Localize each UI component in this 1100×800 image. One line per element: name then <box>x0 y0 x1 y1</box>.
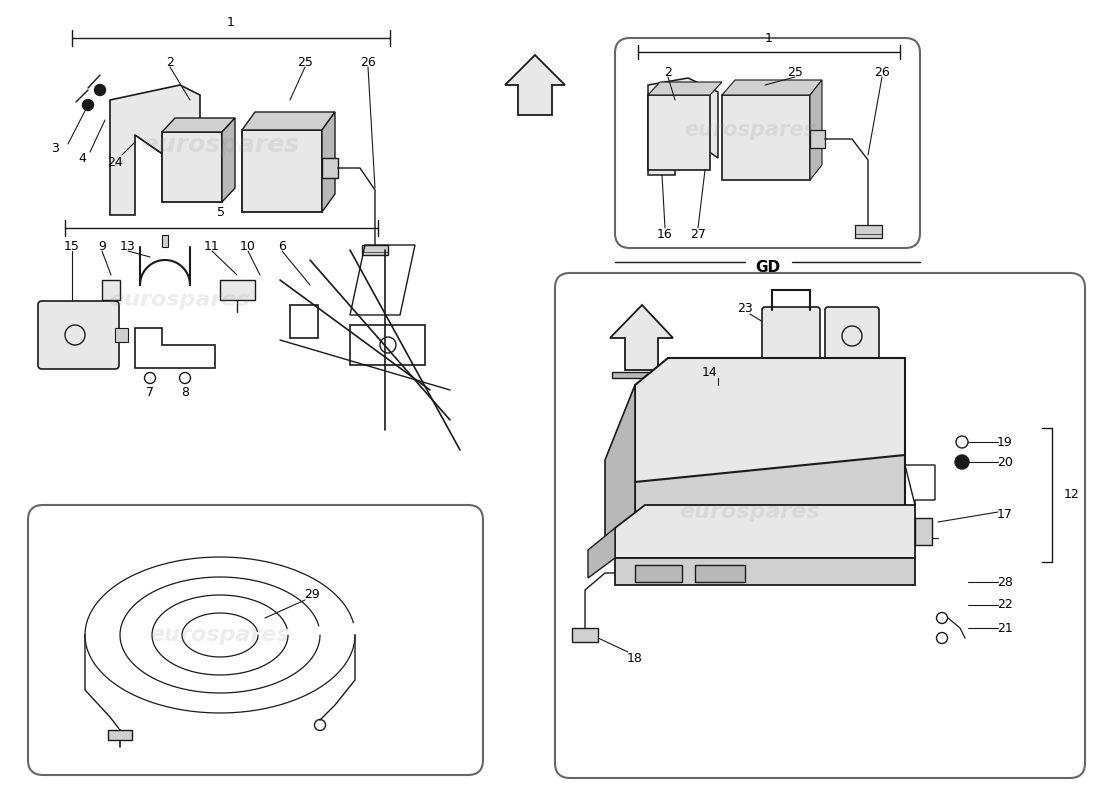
Polygon shape <box>572 628 598 642</box>
Text: 5: 5 <box>218 206 226 219</box>
Polygon shape <box>810 80 822 180</box>
FancyBboxPatch shape <box>762 307 820 368</box>
Polygon shape <box>605 385 635 552</box>
FancyBboxPatch shape <box>825 307 879 365</box>
Text: 15: 15 <box>64 239 80 253</box>
Polygon shape <box>588 528 615 578</box>
Text: eurospares: eurospares <box>110 290 251 310</box>
Polygon shape <box>648 95 710 170</box>
Text: 24: 24 <box>107 155 123 169</box>
Text: 19: 19 <box>997 435 1013 449</box>
Text: 14: 14 <box>702 366 718 378</box>
Text: 18: 18 <box>627 651 642 665</box>
Text: 10: 10 <box>240 239 256 253</box>
Polygon shape <box>722 80 822 95</box>
Polygon shape <box>108 730 132 740</box>
Text: eurospares: eurospares <box>684 120 816 140</box>
Polygon shape <box>220 280 255 300</box>
Text: 2: 2 <box>664 66 672 78</box>
Text: 3: 3 <box>51 142 59 154</box>
Text: GD: GD <box>756 259 781 274</box>
Polygon shape <box>162 235 168 247</box>
FancyBboxPatch shape <box>39 301 119 369</box>
Text: 22: 22 <box>997 598 1013 611</box>
Bar <box>648 118 658 132</box>
Polygon shape <box>505 55 565 115</box>
Polygon shape <box>635 358 905 482</box>
Polygon shape <box>615 505 915 558</box>
Text: 11: 11 <box>205 239 220 253</box>
Polygon shape <box>695 565 745 582</box>
Circle shape <box>82 99 94 110</box>
Text: 1: 1 <box>227 17 235 30</box>
Polygon shape <box>612 372 658 378</box>
Polygon shape <box>162 132 222 202</box>
Polygon shape <box>222 118 235 202</box>
Polygon shape <box>362 245 388 255</box>
Polygon shape <box>855 225 882 238</box>
Text: 26: 26 <box>874 66 890 78</box>
Circle shape <box>955 455 969 469</box>
Bar <box>162 171 172 184</box>
Circle shape <box>95 85 106 95</box>
Text: 28: 28 <box>997 575 1013 589</box>
Text: 13: 13 <box>120 239 136 253</box>
Text: 1: 1 <box>766 31 773 45</box>
Polygon shape <box>110 85 200 215</box>
Text: 21: 21 <box>997 622 1013 634</box>
Text: 25: 25 <box>788 66 803 78</box>
Text: 26: 26 <box>360 55 376 69</box>
Polygon shape <box>635 565 682 582</box>
Polygon shape <box>322 112 335 212</box>
Polygon shape <box>635 455 905 528</box>
Polygon shape <box>610 305 673 370</box>
Polygon shape <box>242 130 322 212</box>
Polygon shape <box>162 118 235 132</box>
Text: 9: 9 <box>98 239 106 253</box>
Bar <box>648 138 658 152</box>
Text: eurospares: eurospares <box>141 133 299 157</box>
Text: 25: 25 <box>297 55 312 69</box>
Text: 12: 12 <box>1064 489 1080 502</box>
Polygon shape <box>648 82 722 95</box>
Text: eurospares: eurospares <box>680 502 821 522</box>
Text: 16: 16 <box>657 229 673 242</box>
Text: 27: 27 <box>690 229 706 242</box>
Text: 7: 7 <box>146 386 154 398</box>
Polygon shape <box>615 558 915 585</box>
Text: 17: 17 <box>997 509 1013 522</box>
Text: 8: 8 <box>182 386 189 398</box>
Polygon shape <box>810 130 825 148</box>
Bar <box>162 153 172 166</box>
Polygon shape <box>648 78 718 175</box>
Polygon shape <box>102 280 120 300</box>
Polygon shape <box>722 95 810 180</box>
Polygon shape <box>322 158 338 178</box>
Polygon shape <box>915 518 932 545</box>
Text: 4: 4 <box>78 151 86 165</box>
Polygon shape <box>242 112 336 130</box>
Text: eurospares: eurospares <box>150 625 290 645</box>
Text: 2: 2 <box>166 55 174 69</box>
Text: 29: 29 <box>304 589 320 602</box>
Text: 6: 6 <box>278 239 286 253</box>
Polygon shape <box>116 328 128 342</box>
Text: 20: 20 <box>997 455 1013 469</box>
Text: 23: 23 <box>737 302 752 314</box>
